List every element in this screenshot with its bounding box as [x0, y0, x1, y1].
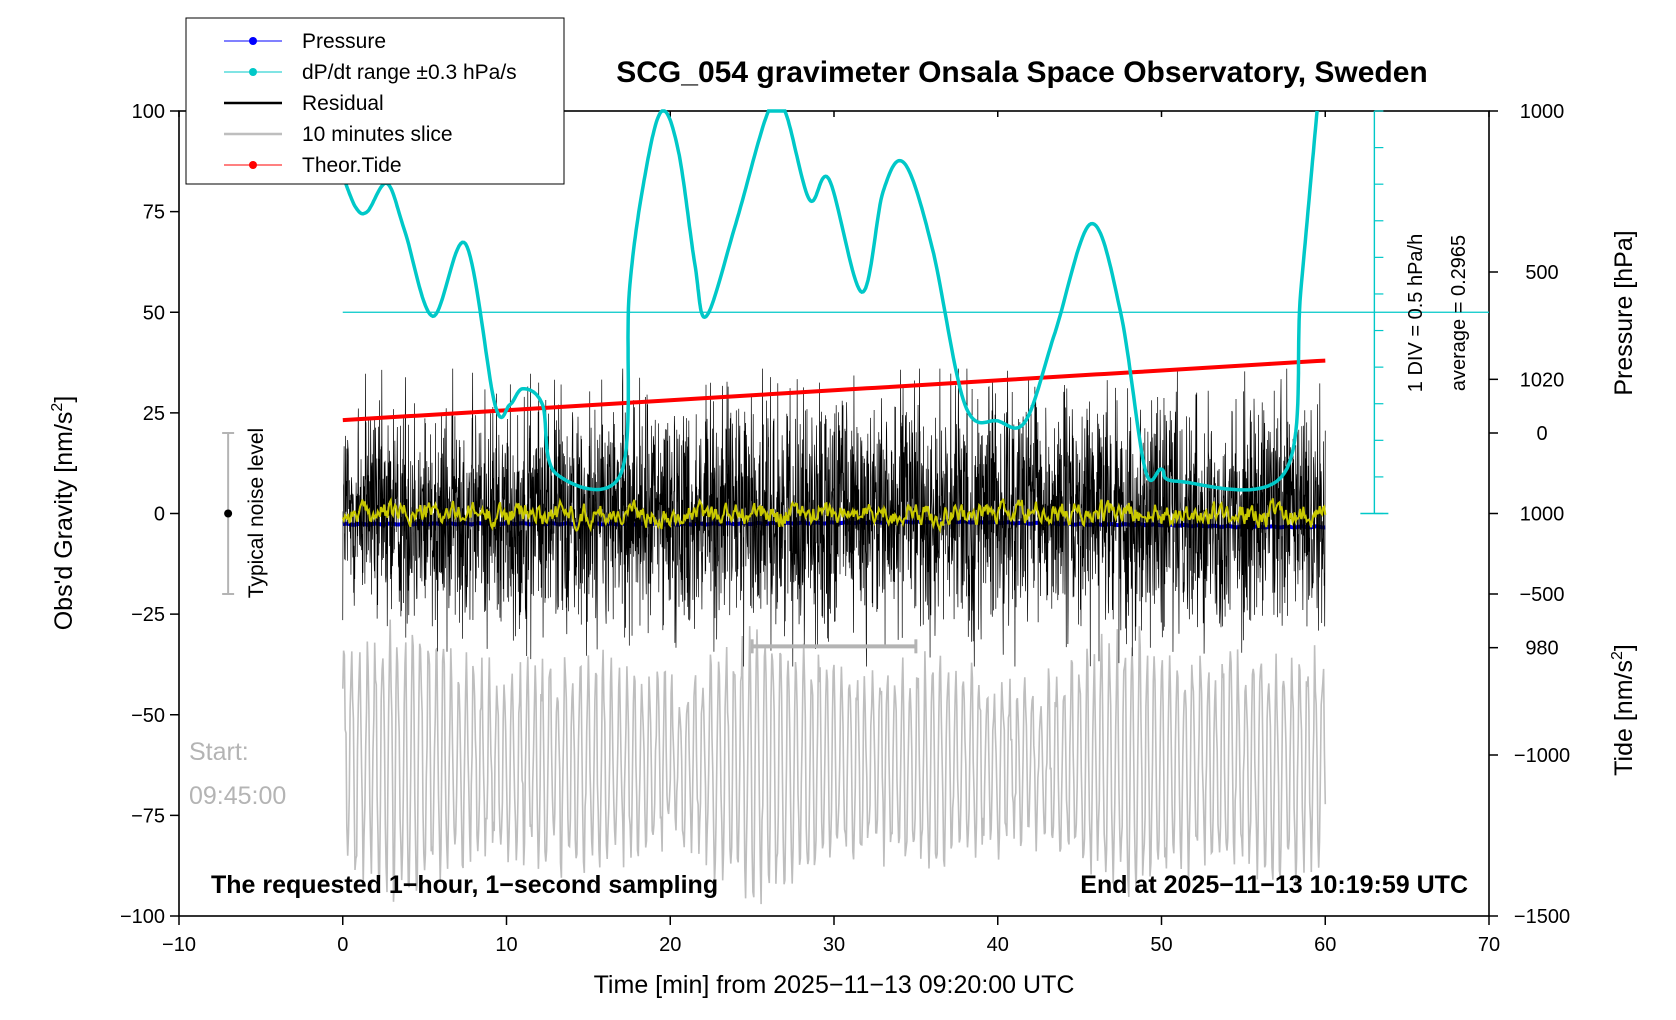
tide-tick-label: −1000	[1514, 745, 1570, 767]
tide-axis-label-close: ]	[1610, 644, 1638, 651]
legend-marker	[249, 68, 257, 76]
y-left-tick-label: 50	[143, 302, 165, 324]
legend-label: 10 minutes slice	[302, 123, 453, 146]
tide-tick-label: −1500	[1514, 906, 1570, 928]
y-left-tick-label: −100	[120, 906, 165, 928]
pressure-axis-label: Pressure [hPa]	[1610, 230, 1638, 395]
noise-level-label: Typical noise level	[245, 428, 268, 598]
x-tick-label: 70	[1478, 934, 1500, 956]
y-left-tick-label: −25	[131, 604, 165, 626]
x-tick-label: −10	[162, 934, 196, 956]
dpdt-series-line	[341, 109, 1319, 492]
smoothed-series-line	[341, 496, 1327, 534]
x-tick-label: 10	[495, 934, 517, 956]
noise-level-indicator	[222, 432, 235, 595]
residual-series-layer	[342, 368, 1326, 667]
x-tick-label: 50	[1150, 934, 1172, 956]
x-tick-label: 60	[1314, 934, 1336, 956]
tide-axis-label: Tide [nm/s2]	[1609, 644, 1638, 776]
pressure-axis-ticks: 980 1000 1020	[1489, 369, 1565, 660]
smoothed-series-layer	[341, 496, 1327, 534]
start-label: Start:	[189, 738, 249, 766]
start-time: 09:45:00	[189, 782, 286, 810]
footer-right-note: End at 2025−11−13 10:19:59 UTC	[1080, 871, 1468, 899]
x-axis-label: Time [min] from 2025−11−13 09:20:00 UTC	[594, 971, 1075, 999]
tide-axis-label-sup: 2	[1609, 651, 1626, 660]
y-axis-left-ticks: −100 −75 −50 −25 0 25 50 75 100	[120, 101, 179, 928]
tide-tick-label: 500	[1525, 262, 1558, 284]
x-tick-label: 40	[987, 934, 1009, 956]
tide-tick-label: 1000	[1520, 101, 1565, 123]
legend-label: Theor.Tide	[302, 154, 402, 177]
slice-range-marker	[750, 639, 918, 654]
pressure-tick-label: 1000	[1520, 504, 1565, 526]
footer-left-note: The requested 1−hour, 1−second sampling	[211, 871, 718, 899]
dpdt-average-label: average = 0.2965	[1448, 235, 1470, 391]
residual-series-line	[342, 368, 1326, 667]
x-tick-label: 0	[337, 934, 348, 956]
y-left-tick-label: 0	[154, 504, 165, 526]
y-axis-left-label: Obs'd Gravity [nm/s2]	[49, 396, 78, 631]
slice-series-line	[342, 619, 1327, 905]
legend-label: dP/dt range ±0.3 hPa/s	[302, 61, 517, 84]
y-left-tick-label: 100	[132, 101, 165, 123]
y-left-tick-label: 25	[143, 403, 165, 425]
slice-series-layer	[342, 619, 1327, 905]
y-left-tick-label: 75	[143, 202, 165, 224]
pressure-tick-label: 980	[1525, 638, 1558, 660]
x-tick-label: 20	[659, 934, 681, 956]
x-tick-label: 30	[823, 934, 845, 956]
y-axis-left-label-sup: 2	[49, 403, 66, 412]
y-left-tick-label: −75	[131, 805, 165, 827]
chart-title: SCG_054 gravimeter Onsala Space Observat…	[616, 56, 1428, 89]
legend-label: Pressure	[302, 30, 386, 53]
legend: Pressure dP/dt range ±0.3 hPa/s Residual 10…	[185, 17, 565, 185]
y-axis-left-label-text: Obs'd Gravity [nm/s	[50, 412, 78, 631]
pressure-tick-label: 1020	[1520, 369, 1565, 391]
tide-tick-label: −500	[1519, 584, 1564, 606]
tide-tick-label: 0	[1536, 423, 1547, 445]
legend-marker	[249, 37, 257, 45]
legend-box	[185, 17, 565, 185]
legend-marker	[249, 161, 257, 169]
tide-axis-label-text: Tide [nm/s	[1610, 660, 1638, 776]
legend-label: Residual	[302, 92, 384, 115]
y-axis-left-label-close: ]	[50, 396, 78, 403]
tide-axis-ticks: −1500 −1000 −500 0 500 1000	[1489, 101, 1570, 928]
noise-level-center-dot	[224, 509, 233, 518]
y-left-tick-label: −50	[131, 705, 165, 727]
dpdt-series-layer	[341, 109, 1319, 492]
dpdt-division-label: 1 DIV = 0.5 hPa/h	[1405, 234, 1427, 392]
dpdt-scale	[1360, 110, 1389, 515]
x-axis-ticks: −10 0 10 20 30 40 50 60 70	[162, 111, 1500, 956]
